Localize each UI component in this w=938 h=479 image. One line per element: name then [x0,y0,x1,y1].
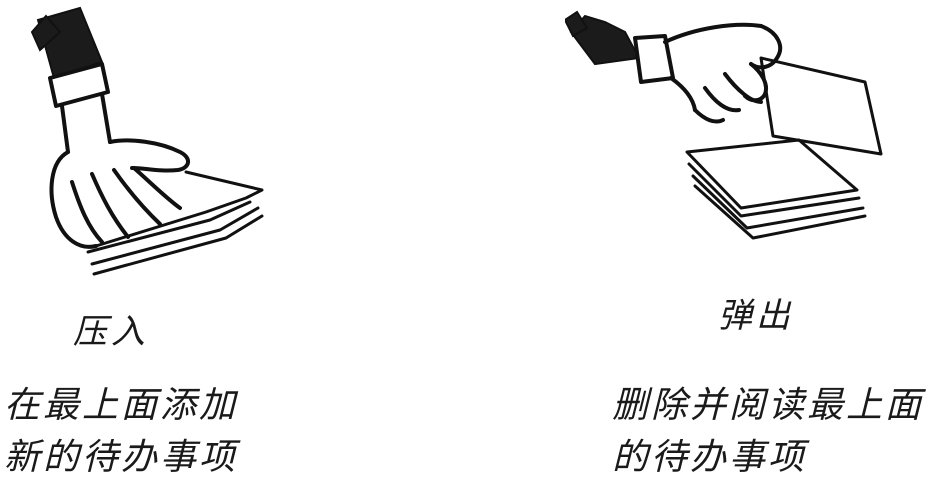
push-description-line-1: 在最上面添加 [4,385,239,426]
push-description: 在最上面添加 新的待办事项 [4,380,238,479]
pop-description: 删除并阅读最上面 的待办事项 [612,380,924,479]
push-description-line-2: 新的待办事项 [4,437,239,478]
pop-description-line-1: 删除并阅读最上面 [612,385,925,426]
push-caption: 压入 [73,312,149,352]
hand-lifting-paper-illustration [565,10,883,240]
pop-panel: 弹出 删除并阅读最上面 的待办事项 [520,0,938,479]
hand-pushing-paper-illustration [30,6,264,276]
push-panel: 压入 在最上面添加 新的待办事项 [0,0,440,479]
pop-caption: 弹出 [718,296,794,336]
pop-description-line-2: 的待办事项 [612,437,808,478]
